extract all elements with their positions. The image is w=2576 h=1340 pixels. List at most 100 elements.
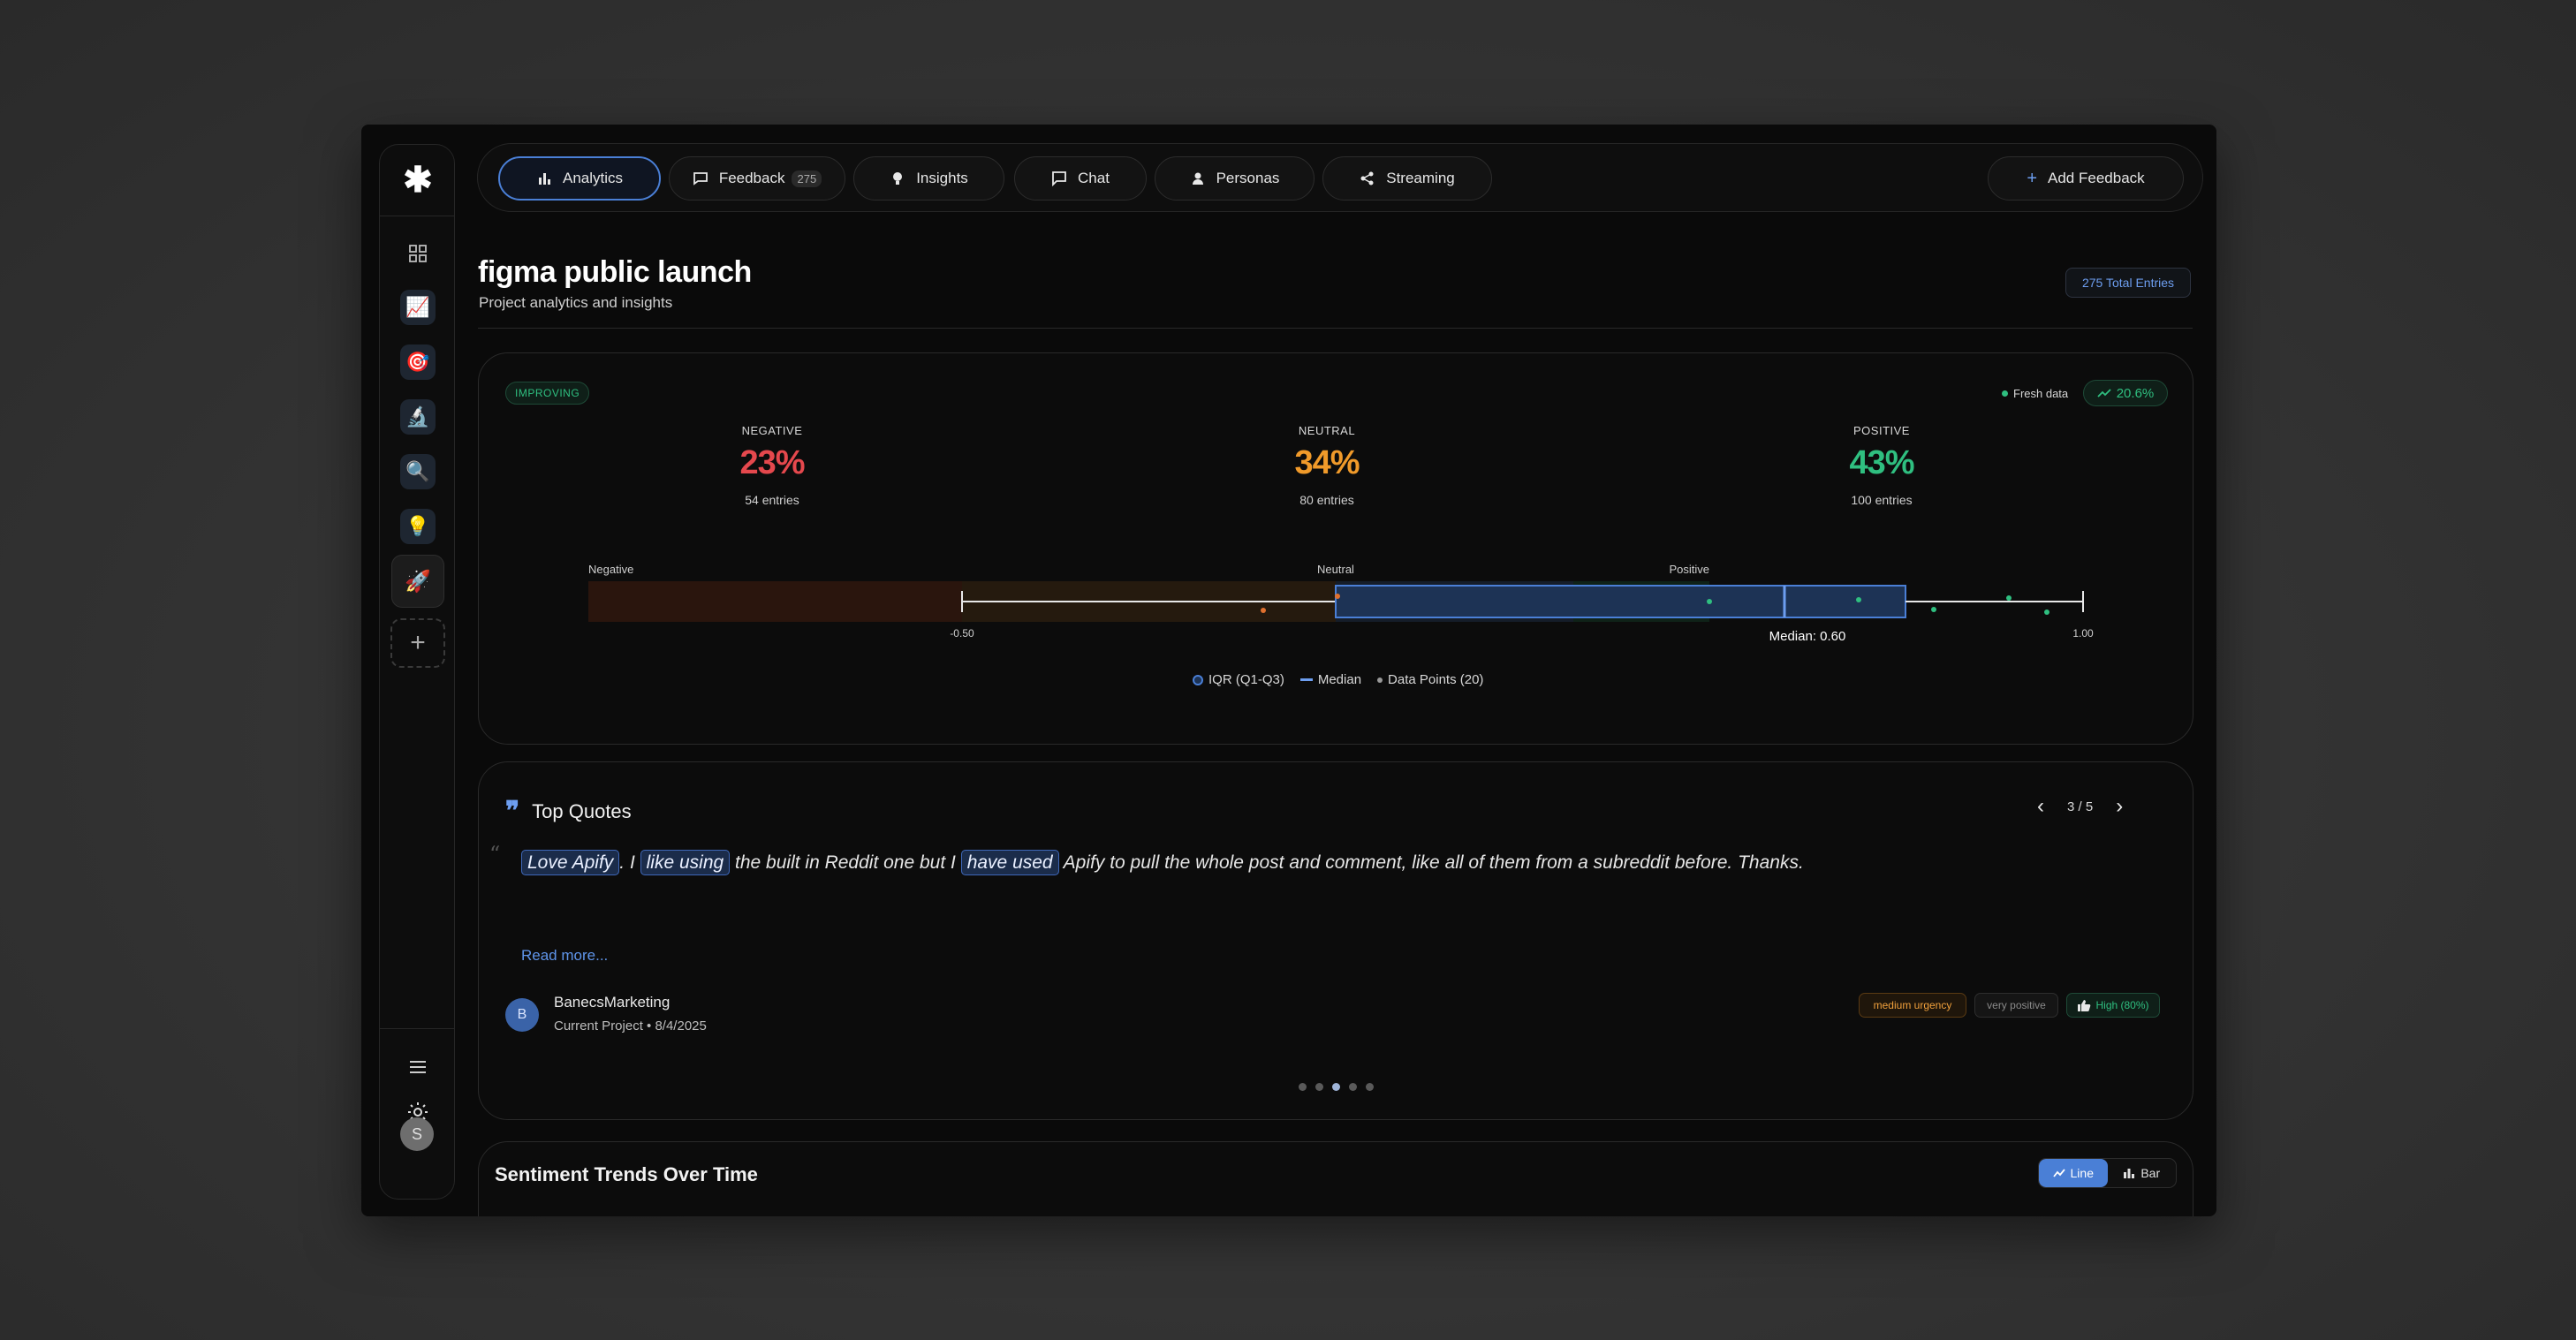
sentiment-trends-card: Sentiment Trends Over Time Line Bar [478, 1141, 2193, 1216]
tab-label: Analytics [562, 170, 624, 186]
chart-type-toggle: Line Bar [2038, 1158, 2177, 1188]
urgency-tag: medium urgency [1859, 993, 1966, 1018]
sidebar: ✱ 📈 🎯 🔬 🔍 💡 🚀 + S [379, 144, 455, 1200]
user-avatar[interactable]: S [400, 1117, 434, 1151]
data-point [1856, 597, 1861, 602]
iqr-box [1335, 585, 1906, 618]
quotes-title: Top Quotes [532, 799, 632, 822]
zone-label-negative: Negative [588, 563, 633, 576]
quote-highlight: like using [640, 850, 731, 875]
message-icon [693, 172, 708, 185]
trend-badge: 20.6% [2083, 380, 2168, 406]
median-label: Median: 0.60 [1769, 629, 1846, 644]
tab-label: Streaming [1386, 170, 1455, 186]
stat-entries: 100 entries [1851, 493, 1913, 507]
app-window: ✱ 📈 🎯 🔬 🔍 💡 🚀 + S Analytics Feedback 275 [361, 125, 2216, 1216]
neutral-stat: NEUTRAL 34% 80 entries [1239, 424, 1415, 507]
open-quote-icon: “ [489, 842, 501, 867]
sentiment-tag: very positive [1974, 993, 2058, 1018]
negative-stat: NEGATIVE 23% 54 entries [684, 424, 860, 507]
status-badge: IMPROVING [505, 382, 590, 405]
legend-label: Data Points (20) [1388, 672, 1484, 687]
top-navigation: Analytics Feedback 275 Insights Chat Per… [477, 143, 2203, 212]
fresh-data-indicator: Fresh data [2002, 387, 2068, 400]
quote-highlight: have used [960, 850, 1059, 875]
bar-chart-button[interactable]: Bar [2108, 1159, 2177, 1187]
quotes-pager: ‹ 3 / 5 › [2037, 794, 2123, 819]
score-label: High (80%) [2095, 999, 2149, 1011]
data-point [2044, 609, 2049, 615]
tab-streaming[interactable]: Streaming [1322, 156, 1492, 201]
lightbulb-icon [893, 172, 903, 185]
magnifier-emoji-icon[interactable]: 🔍 [400, 454, 436, 489]
stat-label: NEUTRAL [1298, 424, 1356, 437]
tab-label: Feedback [718, 170, 785, 186]
quote-highlight: Love Apify [521, 850, 620, 875]
share-icon [1360, 171, 1374, 185]
data-point [1707, 599, 1712, 604]
tab-analytics[interactable]: Analytics [498, 156, 661, 201]
target-emoji-icon[interactable]: 🎯 [400, 344, 436, 380]
add-project-button[interactable]: + [390, 618, 445, 668]
legend-median: Median [1299, 672, 1361, 687]
author-meta: Current Project • 8/4/2025 [554, 1018, 707, 1033]
zone-label-neutral: Neutral [1317, 563, 1354, 576]
add-feedback-button[interactable]: + Add Feedback [1988, 156, 2184, 201]
iqr-swatch-icon [1193, 674, 1203, 685]
tab-insights[interactable]: Insights [853, 156, 1004, 201]
quote-pagination-dots [1299, 1083, 1374, 1091]
bar-chart-icon [2124, 1169, 2135, 1178]
legend-iqr: IQR (Q1-Q3) [1193, 672, 1284, 687]
point-swatch-icon [1377, 677, 1383, 683]
tab-chat[interactable]: Chat [1014, 156, 1147, 201]
prev-quote-button[interactable]: ‹ [2037, 794, 2044, 818]
lightbulb-emoji-icon[interactable]: 💡 [400, 509, 436, 544]
line-chart-button[interactable]: Line [2039, 1159, 2108, 1187]
read-more-link[interactable]: Read more... [521, 947, 609, 964]
boxplot-legend: IQR (Q1-Q3) Median Data Points (20) [1193, 672, 1483, 687]
tab-feedback[interactable]: Feedback 275 [669, 156, 845, 201]
trend-percent: 20.6% [2116, 385, 2155, 401]
menu-icon[interactable] [400, 1049, 436, 1085]
tab-personas[interactable]: Personas [1155, 156, 1315, 201]
stat-label: POSITIVE [1853, 424, 1910, 437]
logo-icon[interactable]: ✱ [403, 161, 433, 200]
author-avatar: B [505, 998, 539, 1032]
sentiment-boxplot: Negative Neutral Positive -0.50 1.00 Med… [588, 563, 2094, 644]
feedback-count-badge: 275 [792, 170, 822, 187]
pager-label: 3 / 5 [2067, 799, 2094, 814]
author-name: BanecsMarketing [554, 994, 671, 1011]
data-point [2006, 595, 2012, 601]
pagination-dot[interactable] [1349, 1083, 1357, 1091]
plus-icon: + [2027, 168, 2038, 188]
fresh-data-label: Fresh data [2013, 387, 2069, 400]
rocket-emoji-icon[interactable]: 🚀 [391, 555, 444, 608]
data-point [1335, 594, 1340, 599]
sentiment-overview-card: IMPROVING Fresh data 20.6% NEGATIVE 23% … [478, 352, 2193, 745]
negative-zone [588, 581, 962, 622]
header-divider [478, 328, 2193, 329]
pagination-dot[interactable] [1315, 1083, 1323, 1091]
stat-label: NEGATIVE [741, 424, 803, 437]
positive-stat: POSITIVE 43% 100 entries [1793, 424, 1970, 507]
data-point [1931, 607, 1936, 612]
microscope-emoji-icon[interactable]: 🔬 [400, 399, 436, 435]
grid-icon[interactable] [400, 236, 436, 271]
tick-min-label: -0.50 [950, 627, 974, 640]
bar-label: Bar [2140, 1166, 2161, 1180]
top-quotes-card: ❞ Top Quotes ‹ 3 / 5 › “ Love Apify. I l… [478, 761, 2193, 1120]
data-point [1261, 608, 1266, 613]
pagination-dot-active[interactable] [1332, 1083, 1340, 1091]
median-swatch-icon [1299, 678, 1313, 681]
trend-up-icon [2097, 389, 2111, 397]
chart-emoji-icon[interactable]: 📈 [400, 290, 436, 325]
pagination-dot[interactable] [1299, 1083, 1307, 1091]
quote-segment: . I [619, 852, 640, 873]
total-entries-badge: 275 Total Entries [2065, 268, 2191, 298]
pagination-dot[interactable] [1366, 1083, 1374, 1091]
tab-label: Chat [1078, 170, 1110, 186]
score-tag: High (80%) [2066, 993, 2160, 1018]
person-icon [1192, 172, 1203, 185]
next-quote-button[interactable]: › [2116, 794, 2124, 818]
quote-segment: Apify to pull the whole post and comment… [1058, 852, 1804, 873]
